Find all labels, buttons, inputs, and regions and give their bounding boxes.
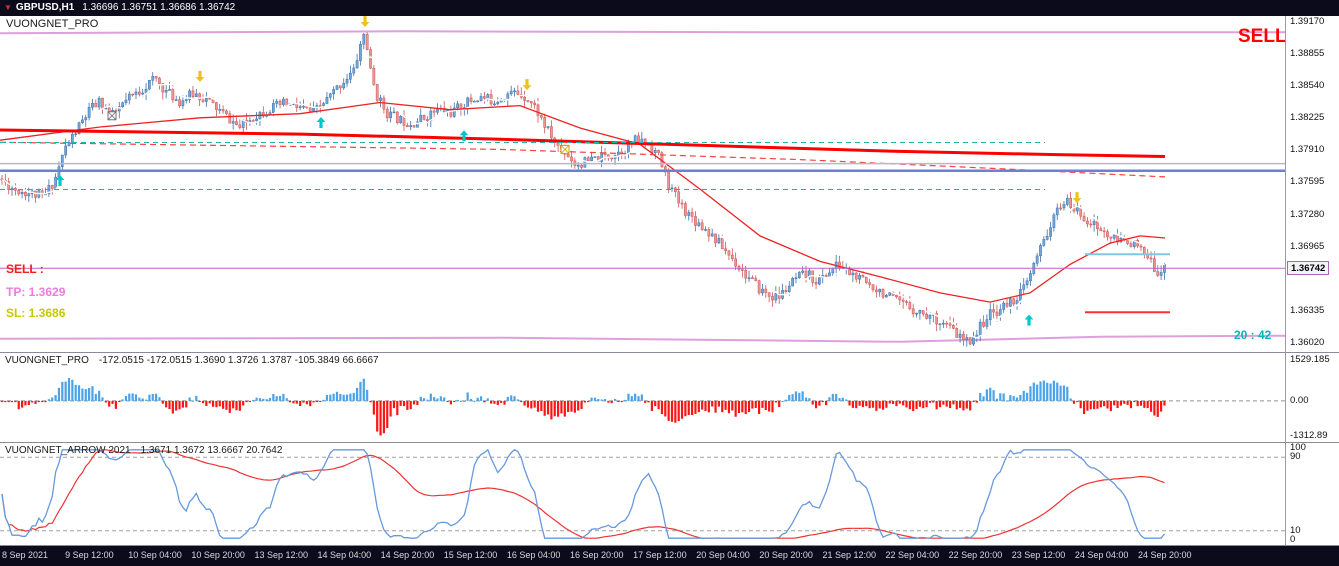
time-axis-label: 15 Sep 12:00: [443, 550, 498, 560]
time-axis-label: 8 Sep 2021: [2, 550, 49, 560]
histogram-indicator-pane[interactable]: VUONGNET_PRO -172.0515 -172.0515 1.3690 1…: [0, 352, 1339, 442]
price-chart-canvas[interactable]: [0, 16, 1285, 352]
time-axis-label: 9 Sep 12:00: [65, 550, 114, 560]
oscillator-main-line: [1, 448, 1166, 539]
indicator-watermark: VUONGNET_PRO: [6, 18, 99, 30]
sell-arrow-icon: [522, 79, 532, 91]
fast-ma-line: [1, 56, 1165, 339]
stop-loss-label: SL: 1.3686: [6, 306, 66, 320]
price-scale-label: 1529.185: [1290, 354, 1330, 365]
scale-separator-line: [1285, 16, 1286, 545]
time-axis-label: 10 Sep 04:00: [128, 550, 182, 560]
lower-band-line: [0, 334, 1285, 343]
buy-arrow-icon: [316, 117, 326, 128]
price-scale-label: 1.36965: [1290, 240, 1325, 252]
horizontal-levels-layer: [0, 142, 1285, 314]
indicator-values: 1.3671 1.3672 13.6667 20.7642: [140, 445, 283, 456]
time-axis-label: 20 Sep 04:00: [696, 550, 750, 560]
price-scale-label: 90: [1290, 451, 1301, 463]
time-axis-label: 16 Sep 20:00: [570, 550, 624, 560]
price-scale-label: 1.37910: [1290, 144, 1325, 156]
price-scale-label: 1.36020: [1290, 336, 1325, 348]
price-scale-label: 0: [1290, 534, 1296, 545]
histogram-canvas[interactable]: [0, 353, 1285, 442]
oscillator-indicator-label: VUONGNET_ARROW 2021 1.3671 1.3672 13.6667…: [5, 445, 282, 456]
price-scale-label: -1312.89: [1290, 430, 1328, 441]
indicator-name: VUONGNET_ARROW 2021: [5, 445, 131, 456]
price-scale-label: 1.38540: [1290, 80, 1325, 92]
buy-arrow-icon: [55, 175, 65, 187]
symbol-dropdown-icon[interactable]: ▼: [4, 3, 12, 12]
main-price-pane[interactable]: VUONGNET_PRO SELL SELL : TP: 1.3629 SL: …: [0, 16, 1339, 352]
medium-ma-line: [0, 101, 1166, 303]
candles-layer: [0, 32, 1166, 347]
chart-title-bar[interactable]: ▼ GBPUSD,H1 1.36696 1.36751 1.36686 1.3674…: [0, 0, 1339, 16]
time-axis-label: 10 Sep 20:00: [191, 550, 245, 560]
price-scale-label: 1.37595: [1290, 176, 1325, 188]
price-scale-label: 10: [1290, 524, 1301, 536]
sell-arrow-icon: [360, 16, 370, 27]
candle-countdown-timer: 20 : 42: [1234, 328, 1272, 342]
signal-arrows-layer: [55, 16, 1082, 326]
time-axis[interactable]: 8 Sep 2021 9 Sep 12:00 10 Sep 04:00 10 Sep …: [0, 545, 1339, 566]
slow-ma-line: [0, 128, 1166, 158]
time-axis-label: 17 Sep 12:00: [633, 550, 687, 560]
time-axis-label: 14 Sep 20:00: [380, 550, 435, 560]
price-scale-label: 1.39170: [1290, 16, 1325, 28]
upper-band-line: [0, 30, 1285, 35]
price-scale-label: 1.38225: [1290, 112, 1325, 124]
oscillator-canvas[interactable]: [0, 443, 1285, 545]
trade-signal-label: SELL :: [6, 262, 44, 276]
sell-signal-banner: SELL: [1238, 26, 1287, 47]
trade-info-block: SELL : TP: 1.3629 SL: 1.3686: [6, 262, 65, 320]
time-axis-label: 14 Sep 04:00: [317, 550, 372, 560]
price-scale-label: 1.38855: [1290, 48, 1325, 60]
histogram-bars-layer: [0, 378, 1166, 436]
time-axis-label: 22 Sep 20:00: [948, 550, 1003, 560]
time-axis-label: 20 Sep 20:00: [759, 550, 813, 560]
histogram-indicator-label: VUONGNET_PRO -172.0515 -172.0515 1.3690 1…: [5, 355, 379, 366]
time-axis-label: 13 Sep 12:00: [254, 550, 308, 560]
time-axis-label: 24 Sep 20:00: [1138, 550, 1192, 560]
current-price-tag: 1.36742: [1287, 261, 1330, 276]
buy-arrow-icon: [459, 130, 469, 142]
time-axis-label: 24 Sep 04:00: [1074, 550, 1129, 560]
time-axis-label: 21 Sep 12:00: [822, 550, 876, 560]
time-axis-label: 16 Sep 04:00: [506, 550, 561, 560]
title-ohlc-values: 1.36696 1.36751 1.36686 1.36742: [82, 2, 236, 13]
price-scale-label: 1.37280: [1290, 208, 1325, 220]
price-scale-label: 1.36335: [1290, 304, 1325, 316]
take-profit-label: TP: 1.3629: [6, 285, 66, 299]
sell-arrow-icon: [195, 70, 205, 82]
oscillator-indicator-pane[interactable]: VUONGNET_ARROW 2021 1.3671 1.3672 13.6667…: [0, 442, 1339, 545]
price-scale-label: 100: [1290, 442, 1306, 453]
symbol-timeframe-label: GBPUSD,H1: [15, 2, 75, 13]
price-scale-label: 0.00: [1290, 394, 1309, 406]
time-axis-label: 23 Sep 12:00: [1011, 550, 1066, 560]
time-axis-label: 22 Sep 04:00: [885, 550, 940, 560]
price-scale[interactable]: 1.36742 1.39170 1.38855 1.38540 1.38225 1.37…: [1286, 16, 1339, 545]
sell-arrow-icon: [1072, 192, 1082, 204]
indicator-name: VUONGNET_PRO: [5, 355, 89, 366]
buy-arrow-icon: [1024, 314, 1034, 326]
indicator-values: -172.0515 -172.0515 1.3690 1.3726 1.3787…: [98, 355, 379, 366]
